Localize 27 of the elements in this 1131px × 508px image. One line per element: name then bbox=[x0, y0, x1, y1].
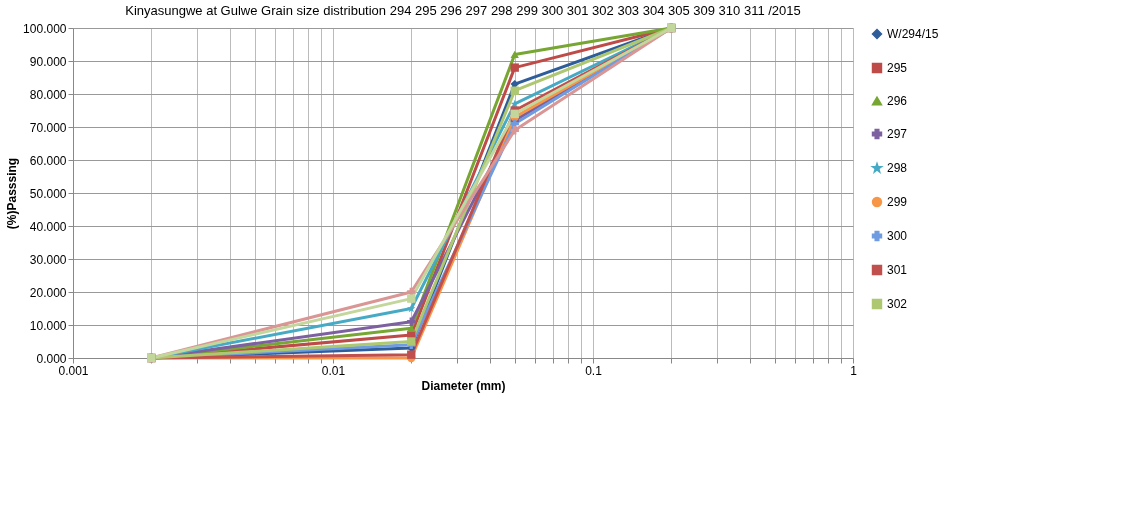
y-tick-label: 30.000 bbox=[29, 252, 67, 267]
legend-label: 301 bbox=[887, 263, 908, 277]
y-axis-title: (%)Passsing bbox=[5, 157, 20, 230]
x-axis-title: Diameter (mm) bbox=[421, 378, 506, 393]
legend-label: 298 bbox=[887, 161, 908, 175]
y-tick-label: 0.000 bbox=[36, 351, 67, 366]
legend-label: 300 bbox=[887, 229, 908, 243]
chart-title: Kinyasungwe at Gulwe Grain size distribution 294 295 296 297 298 299 300 301 302 303 304 305 309 310 311 /2015 bbox=[125, 3, 801, 18]
y-tick-label: 50.000 bbox=[29, 186, 67, 201]
legend-label: 299 bbox=[887, 195, 908, 209]
y-tick-label: 100.000 bbox=[23, 21, 67, 36]
x-tick-label: 0.01 bbox=[321, 363, 346, 378]
y-tick-label: 70.000 bbox=[29, 120, 67, 135]
legend-label: 302 bbox=[887, 297, 908, 311]
x-tick-label: 0.1 bbox=[585, 363, 603, 378]
y-tick-label: 40.000 bbox=[29, 219, 67, 234]
y-tick-label: 80.000 bbox=[29, 87, 67, 102]
legend-label: 297 bbox=[887, 127, 908, 141]
x-tick-label: 1 bbox=[850, 363, 858, 378]
y-tick-label: 90.000 bbox=[29, 54, 67, 69]
legend-label: 295 bbox=[887, 61, 908, 75]
y-tick-label: 10.000 bbox=[29, 318, 67, 333]
legend-label: W/294/15 bbox=[887, 27, 939, 41]
y-tick-label: 60.000 bbox=[29, 153, 67, 168]
legend-label: 296 bbox=[887, 94, 908, 108]
x-tick-label: 0.001 bbox=[58, 363, 89, 378]
y-tick-label: 20.000 bbox=[29, 285, 67, 300]
